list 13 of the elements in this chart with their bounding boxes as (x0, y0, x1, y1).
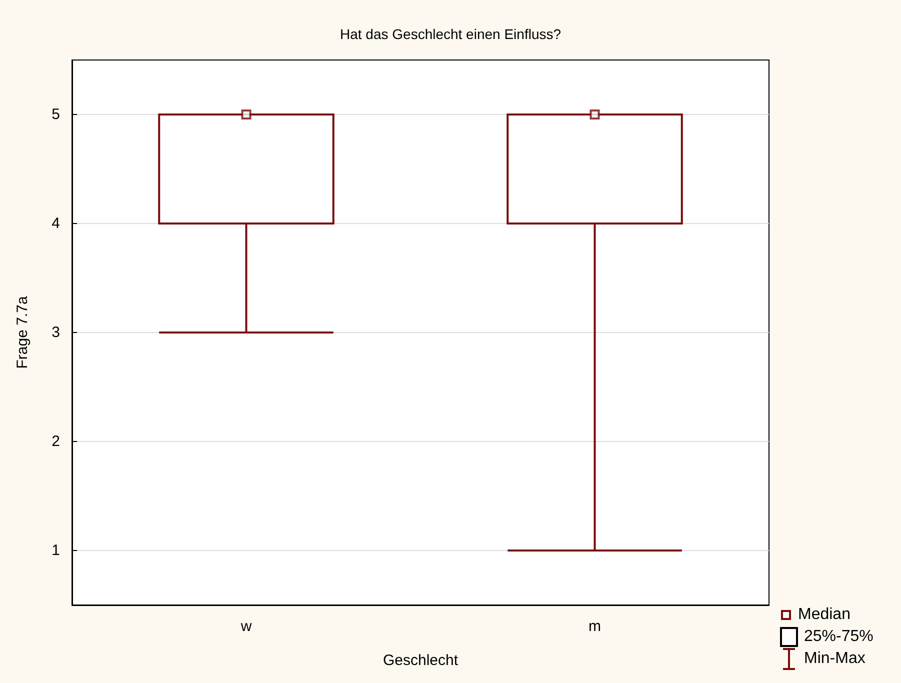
x-tick-label: w (240, 618, 252, 635)
y-tick-label: 3 (52, 324, 60, 341)
chart-title: Hat das Geschlecht einen Einfluss? (340, 26, 562, 42)
y-tick-label: 1 (52, 542, 60, 559)
text: Min-Max (804, 650, 866, 668)
x-axis-title: Geschlecht (382, 652, 459, 669)
y-axis-title: Frage 7.7a (14, 296, 31, 369)
y-tick-label: 4 (52, 215, 60, 232)
x-tick-label: m (588, 618, 601, 635)
y-tick-label: 2 (52, 433, 60, 450)
text: 25%-75% (804, 628, 874, 646)
y-tick-label: 5 (52, 106, 60, 123)
legend-label: Median (798, 606, 850, 624)
